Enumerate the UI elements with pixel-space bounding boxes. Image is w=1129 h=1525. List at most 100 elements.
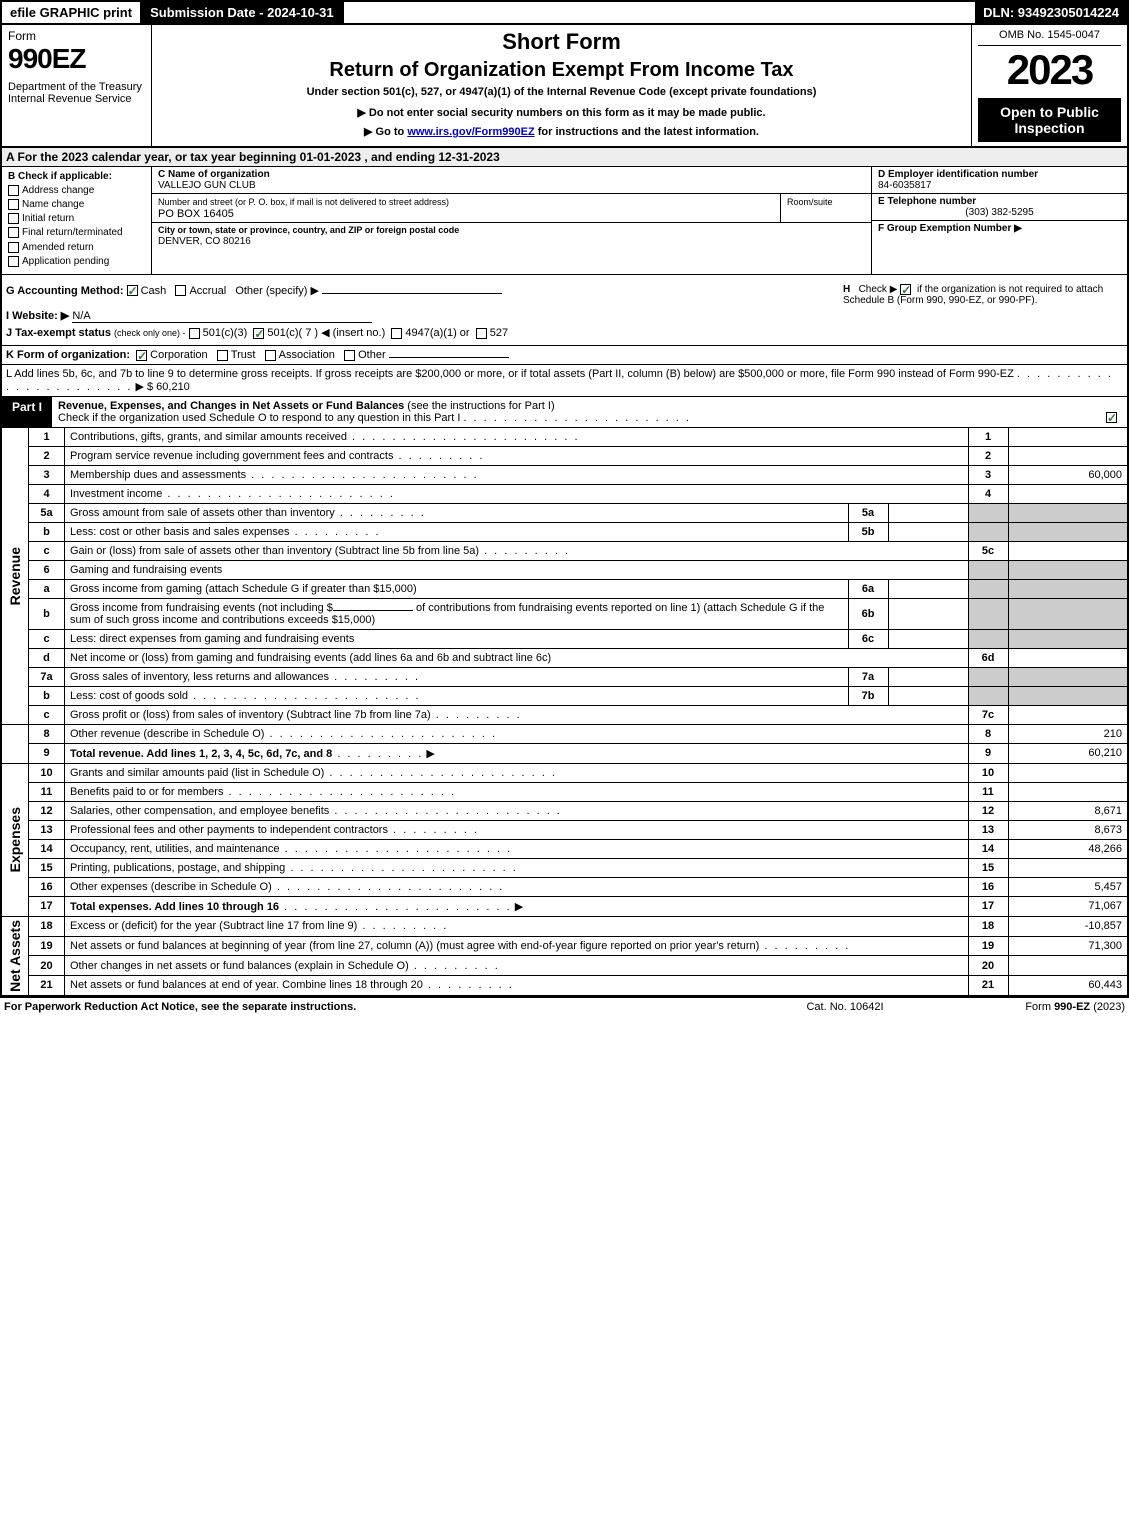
l-text: L Add lines 5b, 6c, and 7b to line 9 to … (6, 368, 1014, 380)
section-b: B Check if applicable: Address change Na… (2, 167, 152, 274)
city-label: City or town, state or province, country… (158, 225, 459, 235)
table-row: bLess: cost of goods sold7b (1, 686, 1128, 705)
city-value: DENVER, CO 80216 (158, 236, 251, 247)
cb-trust[interactable] (217, 350, 228, 361)
table-row: 7aGross sales of inventory, less returns… (1, 667, 1128, 686)
page-footer: For Paperwork Reduction Act Notice, see … (0, 996, 1129, 1016)
cb-schedule-b[interactable] (900, 284, 911, 295)
k-label: K Form of organization: (6, 349, 130, 361)
cb-cash[interactable] (127, 285, 138, 296)
cb-other[interactable] (344, 350, 355, 361)
part1-check-text: Check if the organization used Schedule … (58, 412, 460, 424)
table-row: 19Net assets or fund balances at beginni… (1, 936, 1128, 956)
org-name: VALLEJO GUN CLUB (158, 180, 256, 191)
section-bcdef: B Check if applicable: Address change Na… (0, 167, 1129, 275)
header-right: OMB No. 1545-0047 2023 Open to Public In… (972, 25, 1127, 146)
top-bar: efile GRAPHIC print Submission Date - 20… (0, 0, 1129, 25)
j-label: J Tax-exempt status (6, 327, 111, 339)
line-l: L Add lines 5b, 6c, and 7b to line 9 to … (0, 365, 1129, 397)
cb-527[interactable] (476, 328, 487, 339)
cb-final-return[interactable]: Final return/terminated (8, 227, 145, 238)
cb-name-change[interactable]: Name change (8, 199, 145, 210)
j-note: (check only one) - (114, 328, 186, 338)
form-word: Form (8, 29, 145, 43)
section-d: D Employer identification number 84-6035… (872, 167, 1127, 194)
table-row: 6Gaming and fundraising events (1, 560, 1128, 579)
irs-link[interactable]: www.irs.gov/Form990EZ (407, 126, 534, 138)
table-row: aGross income from gaming (attach Schedu… (1, 579, 1128, 598)
website-value: N/A (72, 310, 90, 322)
org-name-row: C Name of organization VALLEJO GUN CLUB (152, 167, 871, 194)
cb-4947[interactable] (391, 328, 402, 339)
efile-print-label[interactable]: efile GRAPHIC print (2, 2, 142, 23)
i-label: I Website: ▶ (6, 310, 69, 322)
table-row: bLess: cost or other basis and sales exp… (1, 522, 1128, 541)
table-row: 9Total revenue. Add lines 1, 2, 3, 4, 5c… (1, 743, 1128, 763)
cb-amended-return[interactable]: Amended return (8, 242, 145, 253)
cb-501c[interactable] (253, 328, 264, 339)
table-row: dNet income or (loss) from gaming and fu… (1, 648, 1128, 667)
cb-corporation[interactable] (136, 350, 147, 361)
tax-year: 2023 (978, 46, 1121, 94)
h-check-text: Check ▶ (859, 284, 898, 295)
line-i: I Website: ▶ N/A (6, 309, 843, 323)
line-h: H Check ▶ if the organization is not req… (843, 284, 1123, 306)
table-row: bGross income from fundraising events (n… (1, 598, 1128, 629)
cb-schedule-o-part1[interactable] (1106, 412, 1117, 423)
short-form-title: Short Form (160, 29, 963, 55)
ssn-warning: ▶ Do not enter social security numbers o… (160, 106, 963, 119)
table-row: 13Professional fees and other payments t… (1, 820, 1128, 839)
table-row: 21Net assets or fund balances at end of … (1, 976, 1128, 996)
cb-association[interactable] (265, 350, 276, 361)
table-row: cGross profit or (loss) from sales of in… (1, 705, 1128, 724)
cb-application-pending[interactable]: Application pending (8, 256, 145, 267)
part1-title: Revenue, Expenses, and Changes in Net As… (58, 400, 404, 412)
header-center: Short Form Return of Organization Exempt… (152, 25, 972, 146)
table-row: 20Other changes in net assets or fund ba… (1, 956, 1128, 976)
table-row: 15Printing, publications, postage, and s… (1, 858, 1128, 877)
submission-date: Submission Date - 2024-10-31 (142, 2, 344, 23)
table-row: 16Other expenses (describe in Schedule O… (1, 877, 1128, 896)
line-a-tax-year: A For the 2023 calendar year, or tax yea… (0, 148, 1129, 167)
dln-label: DLN: 93492305014224 (975, 2, 1127, 23)
revenue-side-label: Revenue (7, 547, 23, 605)
form-footer-right: Form 990-EZ (2023) (945, 1001, 1125, 1013)
cb-initial-return[interactable]: Initial return (8, 213, 145, 224)
table-row: 4Investment income4 (1, 484, 1128, 503)
line-j: J Tax-exempt status (check only one) - 5… (6, 326, 1123, 339)
form-header: Form 990EZ Department of the Treasury In… (0, 25, 1129, 148)
section-def: D Employer identification number 84-6035… (872, 167, 1127, 274)
header-left: Form 990EZ Department of the Treasury In… (2, 25, 152, 146)
ein-value: 84-6035817 (878, 180, 931, 191)
cb-accrual[interactable] (175, 285, 186, 296)
phone-value: (303) 382-5295 (878, 207, 1121, 218)
l-amount: ▶ $ 60,210 (135, 381, 189, 393)
ein-label: D Employer identification number (878, 169, 1038, 180)
note2-pre: ▶ Go to (364, 126, 407, 138)
table-row: Expenses 10Grants and similar amounts pa… (1, 763, 1128, 782)
table-row: Net Assets 18Excess or (deficit) for the… (1, 916, 1128, 936)
goto-note: ▶ Go to www.irs.gov/Form990EZ for instru… (160, 125, 963, 138)
expenses-side-label: Expenses (7, 807, 23, 872)
line-g: G Accounting Method: Cash Accrual Other … (6, 284, 843, 306)
cb-address-change[interactable]: Address change (8, 185, 145, 196)
g-label: G Accounting Method: (6, 285, 124, 297)
under-section-text: Under section 501(c), 527, or 4947(a)(1)… (160, 86, 963, 98)
table-row: 3Membership dues and assessments360,000 (1, 465, 1128, 484)
netassets-side-label: Net Assets (7, 920, 23, 992)
department-label: Department of the Treasury Internal Reve… (8, 81, 145, 105)
form-number: 990EZ (8, 43, 145, 75)
part1-title-block: Revenue, Expenses, and Changes in Net As… (52, 397, 1127, 427)
section-f: F Group Exemption Number ▶ (872, 221, 1127, 236)
section-ghij: G Accounting Method: Cash Accrual Other … (0, 275, 1129, 346)
part1-table: Revenue 1Contributions, gifts, grants, a… (0, 427, 1129, 996)
street-row: Number and street (or P. O. box, if mail… (152, 194, 781, 222)
paperwork-notice: For Paperwork Reduction Act Notice, see … (4, 1001, 745, 1013)
line-k: K Form of organization: Corporation Trus… (0, 346, 1129, 365)
table-row: 17Total expenses. Add lines 10 through 1… (1, 896, 1128, 916)
omb-number: OMB No. 1545-0047 (978, 29, 1121, 46)
cb-501c3[interactable] (189, 328, 200, 339)
note2-post: for instructions and the latest informat… (535, 126, 759, 138)
section-c: C Name of organization VALLEJO GUN CLUB … (152, 167, 872, 274)
open-inspection-badge: Open to Public Inspection (978, 98, 1121, 142)
